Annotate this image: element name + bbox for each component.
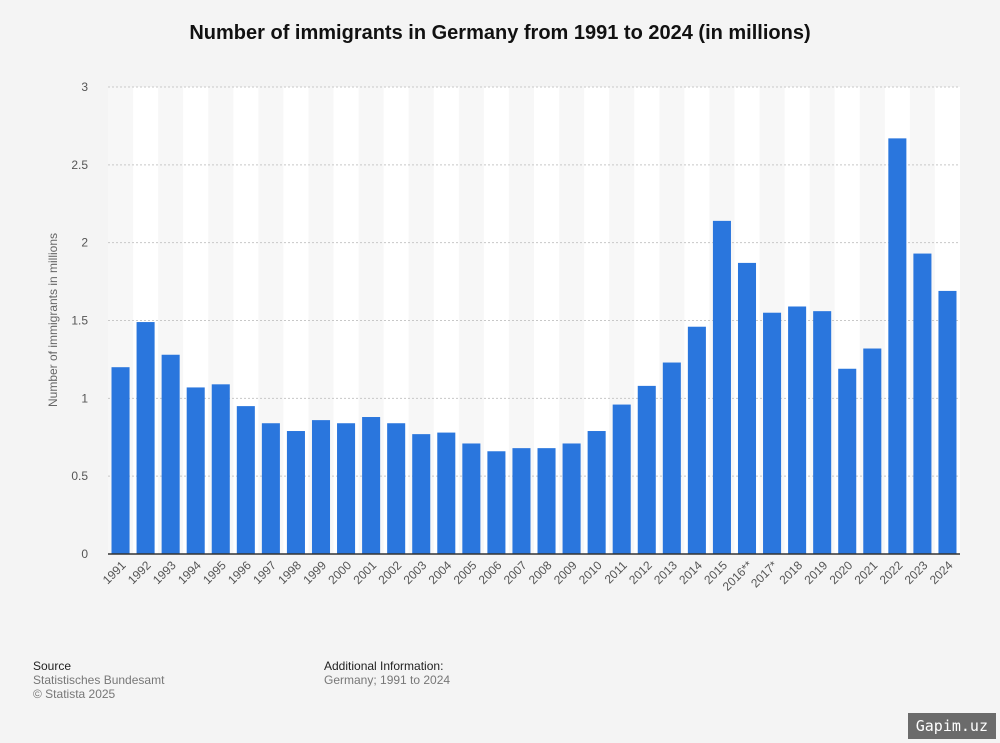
bar-chart: 0 0.5 1 1.5 2 2.5 3 Number of immigrants in mil… — [46, 80, 960, 594]
x-tick-label: 2012 — [626, 558, 655, 587]
y-tick-label: 1.5 — [71, 314, 88, 328]
bar — [161, 354, 180, 554]
bar — [387, 423, 406, 554]
x-tick-label: 2004 — [426, 558, 455, 587]
x-tick-label: 2010 — [576, 558, 605, 587]
bar — [913, 253, 932, 554]
bar — [537, 448, 556, 554]
bar — [462, 443, 481, 554]
bar — [487, 451, 506, 554]
x-tick-label: 2006 — [476, 558, 505, 587]
x-tick-label: 2009 — [551, 558, 580, 587]
bar — [311, 420, 331, 554]
x-tick-label: 2022 — [877, 558, 906, 587]
source-block: Source Statistisches Bundesamt © Statist… — [33, 659, 164, 701]
x-tick-label: 2007 — [501, 558, 530, 587]
x-tick-label: 1994 — [175, 558, 204, 587]
x-tick-label: 2021 — [852, 558, 881, 587]
bar — [337, 423, 356, 554]
x-tick-label: 1997 — [250, 558, 279, 587]
bar — [712, 220, 731, 554]
bar — [211, 384, 230, 554]
info-value: Germany; 1991 to 2024 — [324, 673, 451, 687]
x-tick-label: 2023 — [902, 558, 931, 587]
bar — [286, 431, 305, 554]
x-tick-label: 2014 — [676, 558, 705, 587]
x-tick-label: 2017* — [748, 558, 780, 590]
y-axis-label: Number of immigrants in millions — [46, 233, 60, 407]
bar — [938, 290, 957, 554]
bar — [662, 362, 681, 554]
bar — [838, 368, 857, 554]
bar — [186, 387, 205, 554]
x-tick-label: 1995 — [200, 558, 229, 587]
bar — [612, 404, 631, 554]
bar — [687, 326, 706, 554]
bar — [587, 431, 606, 554]
x-tick-label: 2013 — [651, 558, 680, 587]
bar — [813, 311, 832, 554]
x-tick-label: 2024 — [927, 558, 956, 587]
y-tick-label: 0.5 — [71, 469, 88, 483]
x-tick-label: 2018 — [776, 558, 805, 587]
bar — [788, 306, 807, 554]
bar — [412, 434, 431, 554]
info-block: Additional Information: Germany; 1991 to… — [324, 659, 450, 687]
x-tick-label: 1998 — [275, 558, 304, 587]
bar — [888, 138, 907, 554]
x-tick-label: 2008 — [526, 558, 555, 587]
bar — [236, 406, 255, 554]
y-tick-label: 1 — [81, 391, 88, 405]
bar — [637, 385, 656, 554]
x-tick-label: 2011 — [602, 558, 630, 586]
x-tick-label: 1993 — [150, 558, 179, 587]
x-tick-label: 2020 — [827, 558, 856, 587]
bar — [863, 348, 882, 554]
x-tick-label: 1991 — [100, 558, 129, 587]
bar — [136, 322, 155, 554]
x-tick-label: 1992 — [125, 558, 154, 587]
x-tick-label: 2003 — [401, 558, 430, 587]
bar — [763, 312, 782, 554]
bar — [261, 423, 280, 554]
bar — [562, 443, 581, 554]
bar — [512, 448, 531, 554]
y-tick-label: 2.5 — [71, 158, 88, 172]
x-tick-label: 2002 — [376, 558, 405, 587]
info-label: Additional Information: — [324, 659, 444, 673]
watermark: Gapim.uz — [907, 713, 996, 739]
bar — [437, 432, 456, 554]
source-label: Source — [33, 659, 72, 673]
x-tick-label: 2005 — [451, 558, 480, 587]
bar — [362, 417, 381, 554]
copyright: © Statista 2025 — [33, 687, 116, 701]
chart-title: Number of immigrants in Germany from 199… — [189, 22, 811, 44]
x-tick-label: 1999 — [300, 558, 329, 587]
source-value: Statistisches Bundesamt — [33, 673, 165, 687]
x-tick-label: 2019 — [802, 558, 831, 587]
x-tick-label: 2000 — [325, 558, 354, 587]
bar — [111, 367, 130, 554]
x-tick-label: 1996 — [225, 558, 254, 587]
bar — [737, 262, 757, 554]
x-tick-label: 2001 — [350, 558, 379, 587]
y-tick-label: 0 — [81, 547, 88, 561]
y-tick-label: 2 — [81, 236, 88, 250]
y-tick-label: 3 — [81, 80, 88, 94]
